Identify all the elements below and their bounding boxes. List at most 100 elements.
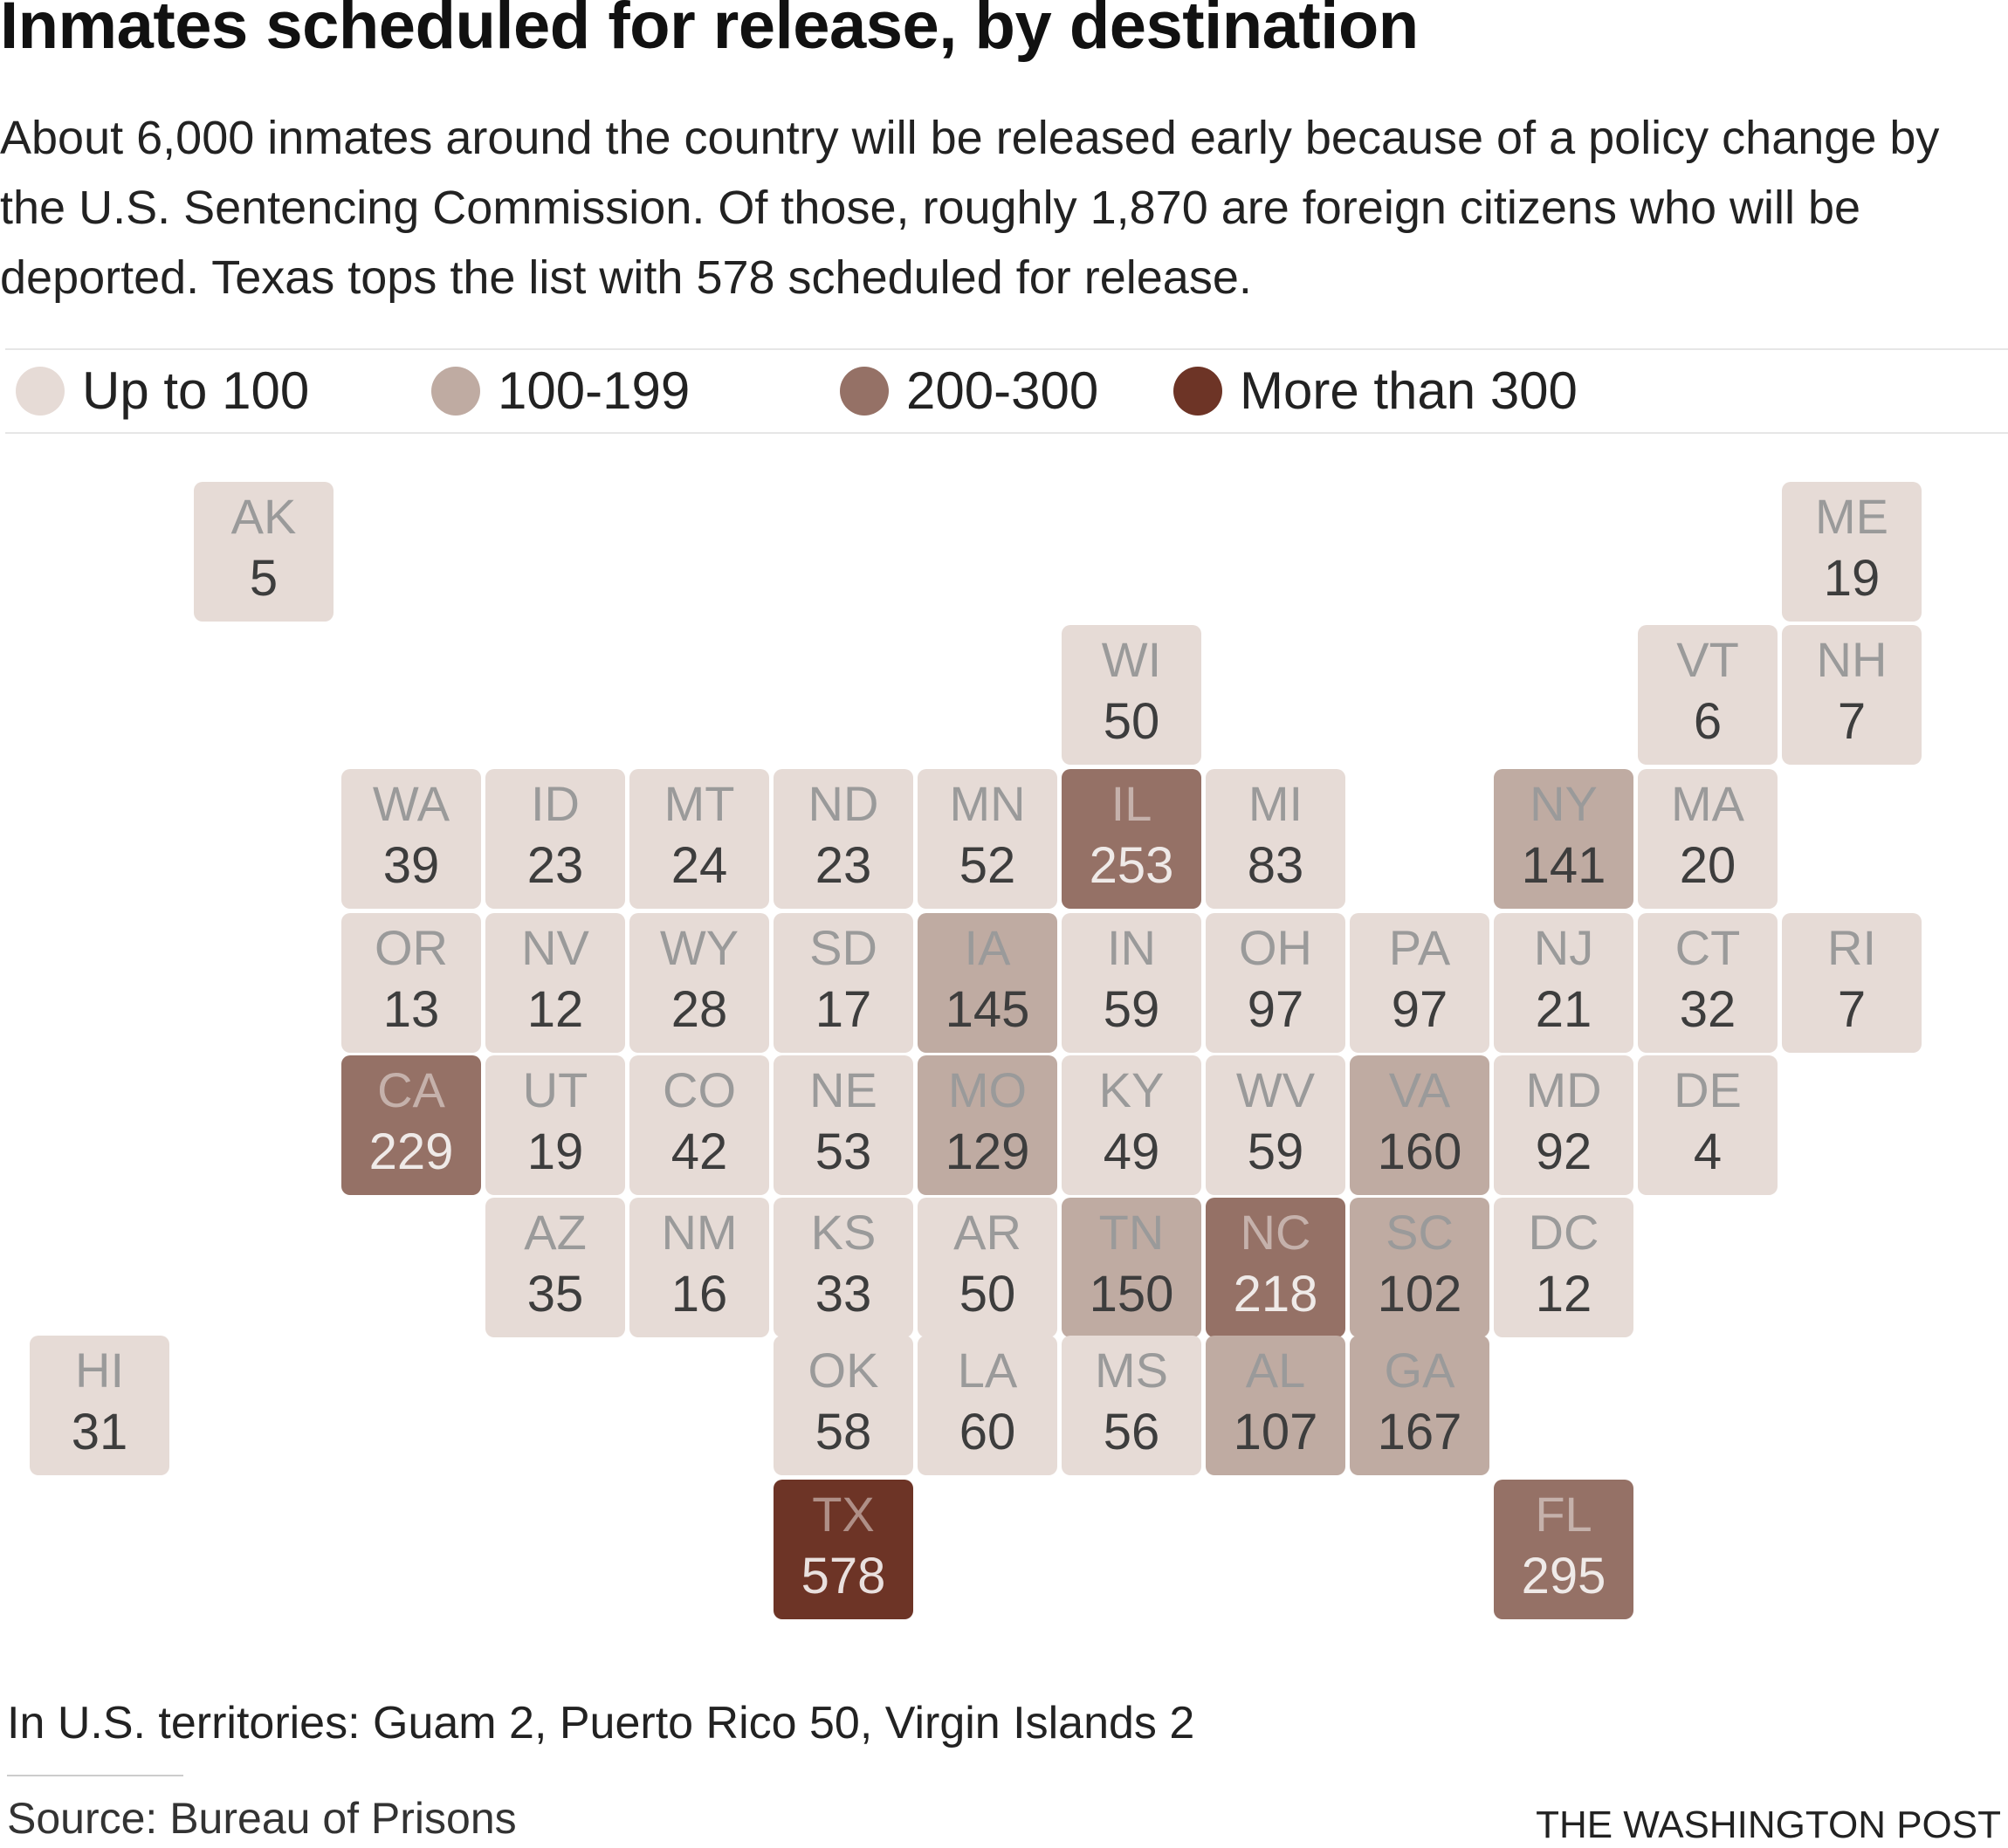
state-tile-in: IN 59 (1062, 913, 1201, 1053)
state-abbr: OH (1239, 920, 1312, 975)
state-abbr: AK (230, 489, 297, 544)
state-abbr: TX (812, 1487, 875, 1542)
state-abbr: RI (1827, 920, 1876, 975)
state-tile-ky: KY 49 (1062, 1055, 1201, 1195)
state-abbr: TN (1098, 1205, 1165, 1260)
state-value: 295 (1521, 1548, 1606, 1604)
state-abbr: MI (1248, 776, 1303, 831)
state-tile-or: OR 13 (341, 913, 481, 1053)
state-abbr: OR (375, 920, 448, 975)
legend-item-200-300: 200-300 (840, 349, 1098, 432)
state-value: 16 (670, 1266, 728, 1322)
state-abbr: AZ (524, 1205, 587, 1260)
legend-item-up-to-100: Up to 100 (16, 349, 309, 432)
state-tile-va: VA 160 (1350, 1055, 1489, 1195)
legend-swatch-more-than-300 (1173, 366, 1222, 416)
state-value: 50 (959, 1266, 1016, 1322)
state-value: 28 (670, 981, 728, 1038)
state-tile-ct: CT 32 (1638, 913, 1778, 1053)
state-value: 53 (815, 1123, 872, 1180)
state-abbr: NM (661, 1205, 738, 1260)
state-abbr: WV (1235, 1062, 1316, 1117)
state-value: 253 (1089, 837, 1174, 894)
state-value: 12 (1535, 1266, 1592, 1322)
state-value: 13 (382, 981, 440, 1038)
state-tile-nd: ND 23 (774, 769, 913, 909)
state-value: 92 (1535, 1123, 1592, 1180)
source-divider (7, 1775, 183, 1776)
state-tile-hi: HI 31 (30, 1336, 169, 1475)
state-tile-dc: DC 12 (1494, 1198, 1633, 1337)
state-tile-ks: KS 33 (774, 1198, 913, 1337)
state-tile-ne: NE 53 (774, 1055, 913, 1195)
state-tile-id: ID 23 (485, 769, 625, 909)
state-tile-me: ME 19 (1782, 482, 1922, 622)
state-tile-ca: CA 229 (341, 1055, 481, 1195)
state-abbr: NJ (1533, 920, 1594, 975)
state-abbr: SC (1386, 1205, 1454, 1260)
state-value: 578 (801, 1548, 886, 1604)
state-abbr: OK (808, 1343, 879, 1398)
state-abbr: CO (663, 1062, 736, 1117)
state-abbr: MA (1671, 776, 1744, 831)
chart-title: Inmates scheduled for release, by destin… (0, 0, 1419, 63)
state-value: 160 (1377, 1123, 1462, 1180)
state-value: 129 (945, 1123, 1030, 1180)
state-abbr: WA (372, 776, 450, 831)
state-tile-ia: IA 145 (918, 913, 1057, 1053)
state-value: 42 (670, 1123, 728, 1180)
state-value: 102 (1377, 1266, 1462, 1322)
state-abbr: SD (809, 920, 877, 975)
state-value: 7 (1837, 693, 1867, 750)
state-value: 50 (1103, 693, 1160, 750)
state-value: 218 (1233, 1266, 1318, 1322)
state-abbr: ND (808, 776, 879, 831)
state-tile-oh: OH 97 (1206, 913, 1345, 1053)
state-abbr: AL (1245, 1343, 1306, 1398)
state-abbr: NH (1816, 632, 1888, 687)
legend-bottom-divider (5, 432, 2008, 434)
state-tile-tx: TX 578 (774, 1480, 913, 1619)
state-value: 20 (1679, 837, 1736, 894)
state-tile-ny: NY 141 (1494, 769, 1633, 909)
state-value: 56 (1103, 1404, 1160, 1460)
state-abbr: DE (1674, 1062, 1742, 1117)
state-abbr: HI (75, 1343, 124, 1398)
chart-subtitle: About 6,000 inmates around the country w… (0, 112, 1940, 304)
state-abbr: GA (1384, 1343, 1455, 1398)
state-tile-nh: NH 7 (1782, 625, 1922, 765)
state-abbr: NY (1530, 776, 1598, 831)
state-value: 97 (1247, 981, 1304, 1038)
source-note: Source: Bureau of Prisons (7, 1794, 517, 1843)
publisher-credit: THE WASHINGTON POST (1536, 1803, 2001, 1846)
state-value: 59 (1103, 981, 1160, 1038)
state-tile-wv: WV 59 (1206, 1055, 1345, 1195)
state-tile-fl: FL 295 (1494, 1480, 1633, 1619)
state-tile-mn: MN 52 (918, 769, 1057, 909)
state-tile-co: CO 42 (629, 1055, 769, 1195)
state-abbr: CA (377, 1062, 445, 1117)
state-value: 150 (1089, 1266, 1174, 1322)
state-abbr: NC (1240, 1205, 1311, 1260)
state-abbr: LA (957, 1343, 1018, 1398)
state-tile-ar: AR 50 (918, 1198, 1057, 1337)
state-tile-mo: MO 129 (918, 1055, 1057, 1195)
state-abbr: FL (1535, 1487, 1592, 1542)
state-tile-tn: TN 150 (1062, 1198, 1201, 1337)
state-value: 7 (1837, 981, 1867, 1038)
territories-footnote: In U.S. territories: Guam 2, Puerto Rico… (7, 1698, 1195, 1748)
state-value: 107 (1233, 1404, 1318, 1460)
state-value: 39 (382, 837, 440, 894)
state-value: 145 (945, 981, 1030, 1038)
state-value: 83 (1247, 837, 1304, 894)
state-value: 23 (526, 837, 584, 894)
state-abbr: IL (1111, 776, 1152, 831)
state-abbr: MN (949, 776, 1026, 831)
state-tile-pa: PA 97 (1350, 913, 1489, 1053)
state-value: 35 (526, 1266, 584, 1322)
state-tile-la: LA 60 (918, 1336, 1057, 1475)
state-tile-ma: MA 20 (1638, 769, 1778, 909)
state-value: 97 (1391, 981, 1448, 1038)
state-abbr: NE (809, 1062, 877, 1117)
state-tile-wi: WI 50 (1062, 625, 1201, 765)
